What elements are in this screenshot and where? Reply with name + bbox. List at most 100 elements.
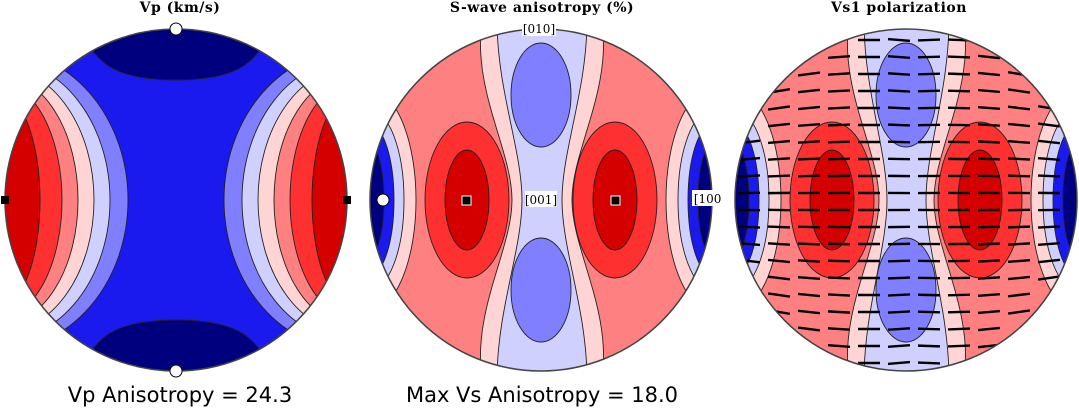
polarization-tick [827,343,851,349]
polarization-tick [1007,309,1031,315]
polarization-tick [797,122,821,128]
vs1-title: Vs1 polarization [831,0,967,16]
polarization-tick [917,72,941,76]
polarization-tick [767,242,791,246]
polarization-tick [767,174,791,178]
polarization-tick [887,89,911,93]
polarization-tick [797,242,821,246]
polarization-tick [977,309,1001,315]
polarization-tick [797,140,821,144]
polarization-tick [977,123,1001,127]
polarization-tick [977,140,1001,144]
vp-anisotropy-caption: Vp Anisotropy = 24.3 [67,383,293,407]
polarization-tick [737,241,761,247]
polarization-tick [797,225,821,229]
polarization-tick [1037,139,1061,145]
polarization-tick [887,259,911,263]
polarization-tick [917,38,941,42]
polarization-tick [1007,105,1031,111]
polarization-tick [977,106,1001,110]
polarization-tick [797,275,821,281]
vp-min-marker-left [1,196,9,204]
polarization-tick [947,89,971,93]
polarization-tick [887,55,911,59]
polarization-tick [797,326,821,332]
polarization-tick [887,123,911,127]
polarization-tick [887,327,911,331]
s-wave-panel: S-wave anisotropy (%) [010] [001] [100] … [362,0,722,409]
s-wave-stereonet: [010] [001] [100] [369,20,722,372]
polarization-tick [1007,88,1031,94]
polarization-tick [887,310,911,314]
polarization-tick [797,259,821,263]
polarization-tick [1037,275,1061,281]
vp-max-marker-bottom [169,364,183,378]
polarization-tick [917,361,941,365]
polarization-tick [767,225,791,229]
polarization-tick [767,258,791,264]
polarization-tick [947,327,971,331]
polarization-tick [977,157,1001,161]
vp-title: Vp (km/s) [139,0,221,16]
polarization-tick [1007,174,1031,178]
vp-max-marker-top [169,22,183,36]
vs1-panel: Vs1 polarization [719,0,1079,409]
polarization-tick [767,105,791,111]
polarization-tick [917,327,941,331]
polarization-tick [887,37,911,43]
polarization-tick [827,72,851,76]
polarization-tick [947,344,971,348]
polarization-tick [797,71,821,77]
as-max-marker-right [610,195,621,206]
polarization-tick [887,72,911,76]
polarization-tick [737,225,761,229]
axis-label-100: [100] [694,192,722,206]
polarization-tick [827,123,851,127]
as-max-marker-left [461,195,472,206]
polarization-tick [737,156,761,162]
polarization-tick [767,157,791,161]
polarization-tick [887,360,911,366]
polarization-tick [977,71,1001,77]
polarization-tick [767,292,791,298]
polarization-tick [1037,225,1061,229]
polarization-tick [1007,122,1031,128]
polarization-tick [797,292,821,298]
polarization-tick [1037,258,1061,264]
polarization-tick [797,174,821,178]
polarization-tick [947,72,971,76]
polarization-tick [827,293,851,297]
polarization-tick [797,309,821,315]
polarization-tick [887,106,911,110]
polarization-tick [827,140,851,144]
polarization-tick [977,88,1001,94]
polarization-tick [947,55,971,59]
s-wave-anisotropy-caption: Max Vs Anisotropy = 18.0 [405,383,679,407]
polarization-tick [917,310,941,314]
polarization-tick [1007,292,1031,298]
polarization-tick [827,259,851,263]
polarization-tick [1007,157,1031,161]
polarization-tick [1007,275,1031,281]
polarization-tick [1037,122,1061,128]
axis-label-001: [001] [525,193,557,207]
polarization-tick [1037,157,1061,161]
polarization-tick [917,89,941,93]
polarization-tick [887,140,911,144]
polarization-tick [977,276,1001,280]
polarization-tick [827,55,851,59]
polarization-tick [947,106,971,110]
polarization-tick [947,310,971,314]
polarization-tick [797,88,821,94]
polarization-tick [827,89,851,93]
polarization-tick [1007,139,1031,145]
polarization-tick [887,276,911,280]
polarization-tick [767,275,791,281]
polarization-tick [917,344,941,348]
polarization-tick [1007,258,1031,264]
polarization-tick [797,157,821,161]
axis-label-010: [010] [523,22,555,36]
polarization-tick [827,276,851,280]
polarization-tick [977,54,1001,60]
polarization-tick [827,106,851,110]
